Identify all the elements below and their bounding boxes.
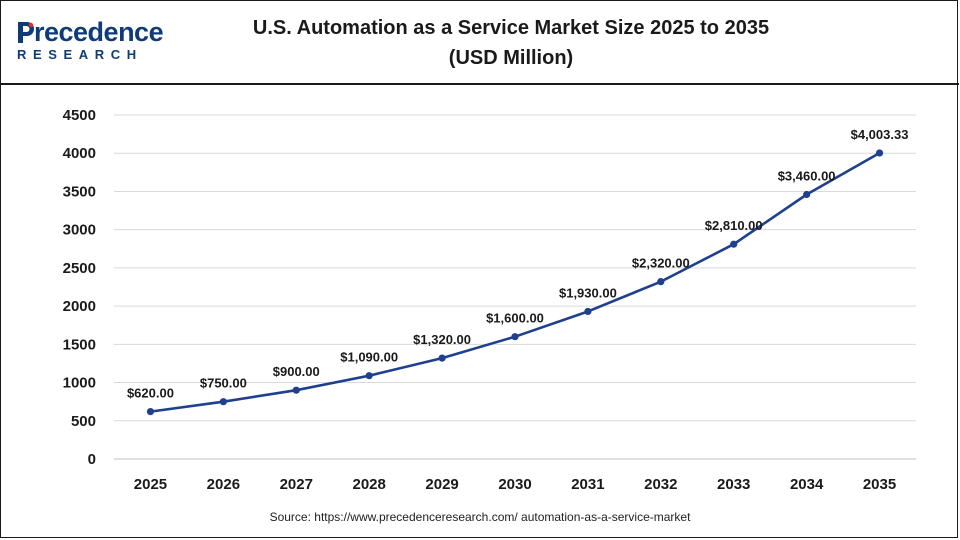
x-tick-label: 2029 [425,476,458,493]
data-label: $1,600.00 [486,311,544,326]
logo-wordmark: recedence [34,17,164,47]
data-label: $1,320.00 [413,332,471,347]
line-chart: 0 500 1000 1500 2000 2500 3000 3500 4000 4500 2025… [63,107,916,493]
logo: recedence RESEARCH [15,17,165,65]
y-tick-label: 4000 [63,145,96,162]
data-point [438,354,446,362]
data-point [584,307,592,316]
chart-title-line2: (USD Million) [448,47,574,69]
y-tick-label: 0 [88,451,96,468]
data-point [365,372,373,380]
data-label: $620.00 [127,386,174,401]
data-point [875,149,884,157]
y-tick-label: 3000 [63,222,96,239]
y-tick-label: 2000 [63,298,96,315]
y-tick-label: 1500 [63,336,96,353]
y-tick-label: 1000 [63,375,96,392]
data-label: $3,460.00 [778,169,836,184]
data-label: $2,320.00 [632,256,690,271]
x-tick-label: 2028 [352,476,385,493]
data-label: $1,090.00 [340,350,398,365]
x-tick-label: 2033 [717,476,750,493]
data-label: $2,810.00 [705,218,763,233]
data-labels: $620.00 $750.00 $900.00 $1,090.00 $1,320.00 $… [127,127,909,401]
data-point [511,333,519,341]
x-tick-label: 2025 [134,476,167,493]
y-tick-label: 500 [71,413,96,430]
data-label: $4,003.33 [851,127,909,142]
header: recedence RESEARCH U.S. Automation as a … [1,1,959,85]
data-point [146,408,155,416]
data-point [219,398,227,406]
source-note: Source: https://www.precedenceresearch.c… [269,510,691,524]
y-tick-label: 3500 [63,183,96,200]
chart-title-line1: U.S. Automation as a Service Market Size… [252,17,770,39]
logo-p-icon [18,22,34,43]
x-tick-label: 2032 [644,476,677,493]
gridlines [114,114,916,422]
x-tick-label: 2035 [863,476,896,493]
x-tick-label: 2034 [790,476,824,493]
data-label: $750.00 [200,376,247,391]
x-tick-label: 2031 [571,476,604,493]
data-point [657,278,665,286]
data-point [292,386,300,394]
y-tick-label: 4500 [63,107,96,124]
x-tick-label: 2027 [280,476,313,493]
x-tick-label: 2026 [207,476,240,493]
data-label: $1,930.00 [559,285,617,300]
x-tick-label: 2030 [498,476,531,493]
data-point [730,240,738,248]
series-layer [146,149,884,416]
data-label: $900.00 [273,364,320,379]
data-point [803,190,811,199]
logo-tagline: RESEARCH [17,47,143,62]
chart-title: U.S. Automation as a Service Market Size… [201,13,821,73]
axes: 0 500 1000 1500 2000 2500 3000 3500 4000 4500 2025… [63,107,916,493]
y-tick-label: 2500 [63,260,96,277]
